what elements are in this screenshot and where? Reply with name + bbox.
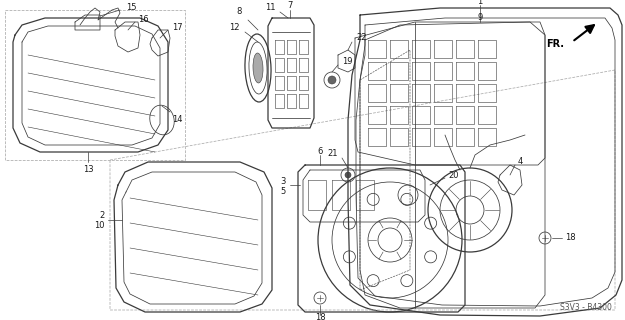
Text: 7: 7	[288, 2, 292, 11]
Text: 14: 14	[172, 116, 182, 124]
Text: 9: 9	[478, 13, 482, 22]
Text: 15: 15	[126, 4, 136, 12]
Text: S3V3 - B4300: S3V3 - B4300	[560, 303, 612, 313]
Text: 22: 22	[356, 34, 366, 43]
Text: 18: 18	[565, 234, 576, 243]
Text: 16: 16	[138, 15, 149, 25]
Text: 21: 21	[328, 149, 338, 158]
Circle shape	[328, 76, 336, 84]
Text: 5: 5	[281, 188, 286, 196]
Text: 11: 11	[266, 4, 276, 12]
Text: 13: 13	[82, 165, 93, 174]
Ellipse shape	[253, 53, 263, 83]
Text: 2: 2	[100, 211, 105, 220]
Text: 4: 4	[518, 157, 523, 166]
Text: 3: 3	[281, 178, 286, 187]
Text: 18: 18	[315, 314, 326, 320]
Text: 6: 6	[318, 148, 322, 156]
Circle shape	[345, 172, 351, 178]
Text: 8: 8	[237, 7, 242, 17]
Text: 20: 20	[448, 171, 459, 180]
Text: 1: 1	[478, 0, 482, 6]
Text: 19: 19	[342, 58, 352, 67]
Text: 10: 10	[94, 220, 105, 229]
Text: FR.: FR.	[546, 39, 564, 49]
Text: 12: 12	[229, 23, 240, 33]
Text: 17: 17	[172, 23, 182, 33]
